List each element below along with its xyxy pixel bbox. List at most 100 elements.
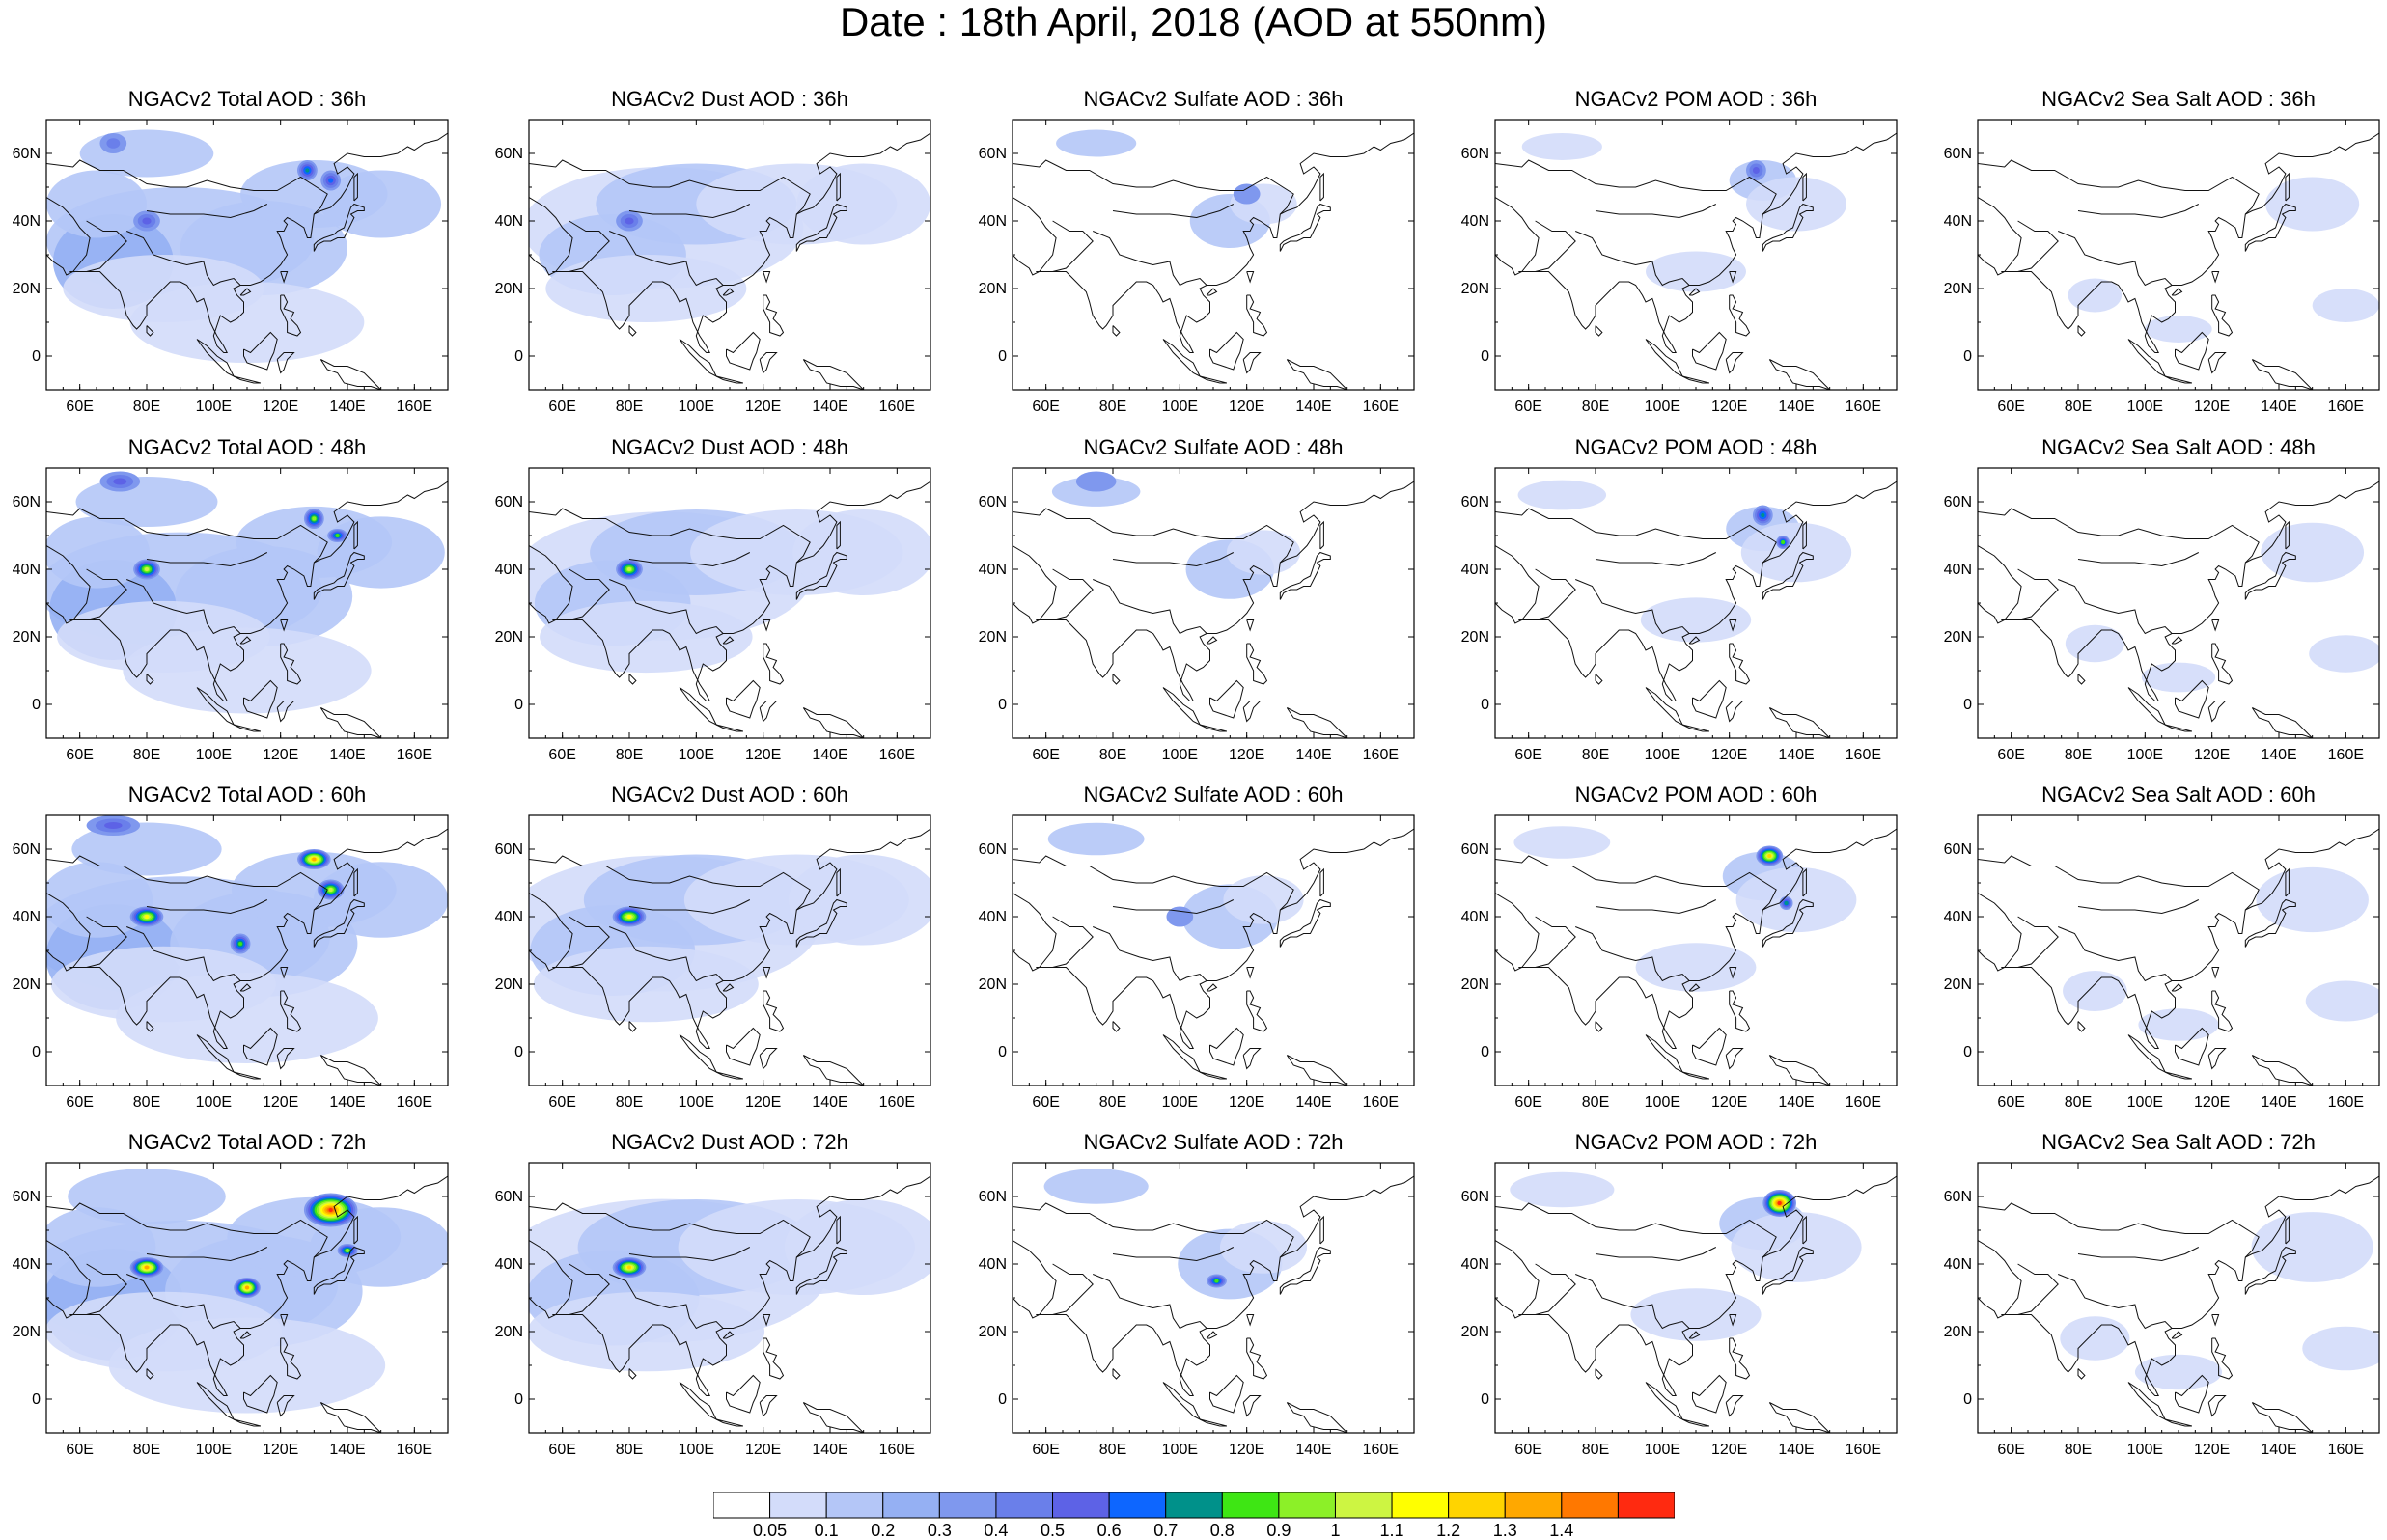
map-panel: NGACv2 Sulfate AOD : 60h 60N 40N 20N 0 60E 80E… — [979, 783, 1415, 1111]
lon-tick-label: 160E — [879, 1094, 915, 1111]
coastline — [1036, 828, 1414, 1049]
map-panel: NGACv2 POM AOD : 72h 60N 40N 20N 0 60E 80E 100E… — [1461, 1130, 1898, 1458]
lon-tick-label: 80E — [133, 1442, 160, 1458]
coastline — [2211, 1314, 2220, 1327]
coastline — [609, 926, 724, 982]
coastline — [2171, 983, 2183, 992]
map-panel: NGACv2 POM AOD : 60h 60N 40N 20N 0 60E 80E 100E… — [1461, 783, 1898, 1111]
lon-tick-label: 100E — [196, 747, 232, 763]
coastline — [1535, 1263, 1576, 1315]
panel-title: NGACv2 Sea Salt AOD : 48h — [2041, 435, 2316, 459]
coastline — [1013, 197, 1057, 276]
coastline — [280, 990, 302, 1032]
lat-tick-label: 0 — [1963, 697, 1972, 713]
coastline — [726, 679, 761, 719]
coastline — [569, 1263, 610, 1315]
coastline — [86, 916, 127, 968]
lon-tick-label: 80E — [133, 747, 160, 763]
colorbar-tick-label: 1.3 — [1492, 1521, 1517, 1540]
coastline — [529, 855, 811, 911]
coastline — [2058, 579, 2173, 635]
coastline — [2077, 1021, 2086, 1032]
aod-hotspot — [145, 915, 149, 919]
lat-tick-label: 40N — [13, 1256, 41, 1273]
aod-field — [796, 163, 930, 245]
map-panel: NGACv2 Sea Salt AOD : 60h 60N 40N 20N 0 60E 80… — [1944, 783, 2380, 1111]
coastline — [628, 1021, 637, 1032]
coastline — [1729, 1337, 1751, 1380]
coastline — [2211, 967, 2220, 979]
aod-hotspot — [627, 567, 631, 571]
lon-tick-label: 100E — [1645, 1094, 1680, 1111]
colorbar — [713, 1492, 1675, 1519]
aod-shading — [1495, 480, 1897, 738]
coastline — [1052, 1263, 1094, 1315]
aod-hotspot — [328, 888, 333, 892]
lat-tick-label: 40N — [1944, 1256, 1972, 1273]
coastline — [1692, 1374, 1727, 1414]
lon-tick-label: 60E — [1514, 1442, 1541, 1458]
coastline — [86, 568, 127, 620]
coastline — [1595, 674, 1603, 685]
lon-tick-label: 80E — [2065, 747, 2092, 763]
lon-tick-label: 160E — [879, 747, 915, 763]
lon-tick-label: 140E — [329, 747, 365, 763]
aod-field — [2138, 1008, 2219, 1041]
aod-field — [2145, 316, 2212, 343]
coastline — [2164, 375, 2193, 384]
map-plot-area: 60N 40N 20N 0 60E 80E 100E 120E 140E 160E — [979, 814, 1415, 1111]
aod-field — [789, 854, 930, 946]
coastline — [1246, 271, 1255, 284]
coastline — [146, 674, 154, 685]
coastline — [2127, 1034, 2167, 1074]
aod-hotspot — [1752, 167, 1760, 174]
map-plot-area: 60N 40N 20N 0 60E 80E 100E 120E 140E 160E — [13, 467, 449, 763]
coastline — [802, 1402, 865, 1433]
lat-tick-label: 60N — [1461, 494, 1489, 510]
coastline — [1319, 520, 1324, 550]
colorbar-swatch — [1617, 1492, 1675, 1519]
map-frame — [1012, 467, 1415, 739]
coastline — [1206, 983, 1218, 992]
coastline — [1052, 916, 1094, 968]
panel-title: NGACv2 Dust AOD : 48h — [611, 435, 848, 459]
aod-shading — [1978, 481, 2379, 738]
lat-tick-label: 20N — [13, 281, 41, 297]
coastline — [2077, 325, 2086, 337]
lat-tick-label: 0 — [998, 1044, 1007, 1060]
lat-tick-label: 0 — [32, 1044, 41, 1060]
coastline — [802, 359, 865, 390]
coastline — [2164, 1071, 2193, 1080]
lat-tick-label: 40N — [495, 562, 523, 578]
aod-field — [784, 1198, 930, 1296]
lon-tick-label: 160E — [1846, 399, 1881, 415]
map-plot-area: 60N 40N 20N 0 60E 80E 100E 120E 140E 160E — [495, 1162, 931, 1458]
lat-tick-label: 60N — [495, 841, 523, 858]
coastline — [1286, 707, 1348, 738]
lon-tick-label: 80E — [1582, 1442, 1609, 1458]
lat-tick-label: 60N — [1461, 1189, 1489, 1205]
coastline — [1729, 990, 1751, 1032]
aod-field — [129, 282, 365, 363]
aod-field — [1513, 826, 1611, 859]
panel-title: NGACv2 Total AOD : 72h — [127, 1130, 367, 1154]
coastline — [628, 674, 637, 685]
aod-hotspot — [145, 567, 149, 571]
lon-tick-label: 60E — [1514, 1094, 1541, 1111]
lon-tick-label: 60E — [548, 747, 575, 763]
map-plot-area: 60N 40N 20N 0 60E 80E 100E 120E 140E 160E — [979, 1162, 1415, 1458]
lon-tick-label: 120E — [2194, 1442, 2230, 1458]
lat-tick-label: 60N — [13, 841, 41, 858]
lon-tick-label: 80E — [1099, 1442, 1126, 1458]
lat-tick-label: 20N — [1944, 281, 1972, 297]
coastline — [609, 579, 724, 635]
colorbar-swatch — [882, 1492, 940, 1519]
aod-field — [46, 516, 151, 589]
aod-field — [1731, 1212, 1862, 1282]
lon-tick-label: 120E — [745, 1094, 781, 1111]
colorbar-tick-label: 0.9 — [1266, 1521, 1291, 1540]
lat-tick-label: 40N — [1461, 909, 1489, 925]
aod-field — [317, 516, 445, 589]
lat-tick-label: 0 — [514, 697, 523, 713]
aod-field — [2065, 624, 2124, 663]
